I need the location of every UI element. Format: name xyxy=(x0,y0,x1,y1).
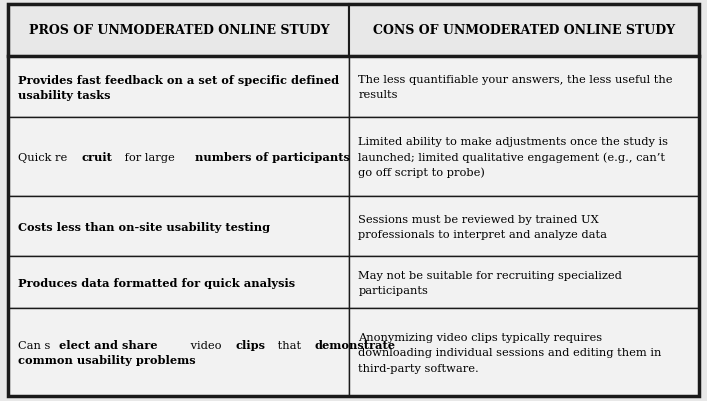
Text: usability tasks: usability tasks xyxy=(18,90,110,101)
Text: Limited ability to make adjustments once the study is: Limited ability to make adjustments once… xyxy=(358,137,668,147)
Text: that: that xyxy=(274,340,305,350)
Text: video: video xyxy=(187,340,225,350)
Text: go off script to probe): go off script to probe) xyxy=(358,167,485,178)
Text: professionals to interpret and analyze data: professionals to interpret and analyze d… xyxy=(358,229,607,239)
Text: PROS OF UNMODERATED ONLINE STUDY: PROS OF UNMODERATED ONLINE STUDY xyxy=(28,24,329,37)
Text: Provides fast feedback on a set of specific defined: Provides fast feedback on a set of speci… xyxy=(18,75,339,85)
Text: Quick re: Quick re xyxy=(18,152,67,162)
Text: Costs less than on-site usability testing: Costs less than on-site usability testin… xyxy=(18,221,270,232)
Text: for large: for large xyxy=(121,152,178,162)
Text: demonstrate: demonstrate xyxy=(314,339,395,350)
Text: results: results xyxy=(358,90,398,100)
FancyBboxPatch shape xyxy=(8,5,349,57)
FancyBboxPatch shape xyxy=(349,257,699,309)
Text: participants: participants xyxy=(358,285,428,295)
Text: common usability problems: common usability problems xyxy=(18,354,195,366)
Text: Sessions must be reviewed by trained UX: Sessions must be reviewed by trained UX xyxy=(358,214,600,224)
FancyBboxPatch shape xyxy=(8,57,349,118)
FancyBboxPatch shape xyxy=(349,5,699,57)
FancyBboxPatch shape xyxy=(8,257,349,309)
Text: Can s: Can s xyxy=(18,340,50,350)
FancyBboxPatch shape xyxy=(349,57,699,118)
Text: launched; limited qualitative engagement (e.g., can’t: launched; limited qualitative engagement… xyxy=(358,152,665,163)
FancyBboxPatch shape xyxy=(8,118,349,197)
FancyBboxPatch shape xyxy=(349,309,699,396)
Text: The less quantifiable your answers, the less useful the: The less quantifiable your answers, the … xyxy=(358,75,673,85)
FancyBboxPatch shape xyxy=(8,197,349,257)
Text: May not be suitable for recruiting specialized: May not be suitable for recruiting speci… xyxy=(358,270,622,280)
Text: downloading individual sessions and editing them in: downloading individual sessions and edit… xyxy=(358,347,662,357)
Text: numbers of participants: numbers of participants xyxy=(195,152,350,163)
Text: CONS OF UNMODERATED ONLINE STUDY: CONS OF UNMODERATED ONLINE STUDY xyxy=(373,24,675,37)
Text: elect and share: elect and share xyxy=(59,339,158,350)
Text: Anonymizing video clips typically requires: Anonymizing video clips typically requir… xyxy=(358,332,602,342)
FancyBboxPatch shape xyxy=(8,309,349,396)
Text: cruit: cruit xyxy=(81,152,112,163)
Text: third-party software.: third-party software. xyxy=(358,363,479,373)
FancyBboxPatch shape xyxy=(349,197,699,257)
Text: Produces data formatted for quick analysis: Produces data formatted for quick analys… xyxy=(18,277,295,288)
Text: clips: clips xyxy=(235,339,266,350)
FancyBboxPatch shape xyxy=(349,118,699,197)
